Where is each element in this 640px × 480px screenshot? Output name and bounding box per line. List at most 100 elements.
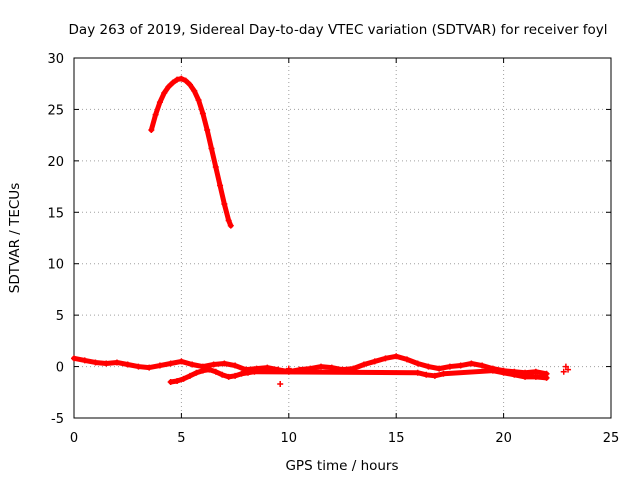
data-point (511, 371, 518, 378)
data-point (500, 369, 507, 376)
data-point (479, 362, 486, 369)
data-point (81, 357, 88, 364)
data-point (178, 75, 185, 82)
series-arc-high (148, 75, 234, 229)
data-point (146, 364, 153, 371)
data-point (562, 363, 569, 370)
data-point (217, 182, 224, 189)
data-point (423, 371, 430, 378)
y-tick-label: 0 (56, 361, 64, 376)
y-tick-label: -5 (51, 412, 64, 427)
series-line (148, 76, 234, 229)
data-point (208, 145, 215, 152)
x-tick-label: 5 (177, 431, 185, 446)
data-point (103, 360, 110, 367)
x-tick-label: 15 (388, 431, 405, 446)
data-point (382, 355, 389, 362)
data-point (92, 359, 99, 366)
data-point (227, 222, 234, 229)
x-tick-label: 10 (281, 431, 298, 446)
data-point (446, 363, 453, 370)
data-point (189, 361, 196, 368)
data-point (436, 365, 443, 372)
y-tick-label: 10 (47, 258, 64, 273)
data-point (225, 373, 232, 380)
data-series (71, 75, 572, 388)
data-point (212, 164, 219, 171)
data-point (371, 358, 378, 365)
data-point (244, 369, 251, 376)
data-point (210, 361, 217, 368)
data-point (543, 374, 550, 381)
x-tick-label: 20 (495, 431, 512, 446)
data-point (232, 372, 239, 379)
data-point (219, 371, 226, 378)
x-tick-label: 25 (603, 431, 620, 446)
data-point (167, 379, 174, 385)
data-point (457, 362, 464, 369)
data-point (156, 362, 163, 369)
grid (74, 58, 611, 418)
data-point (468, 360, 475, 367)
chart-title: Day 263 of 2019, Sidereal Day-to-day VTE… (69, 22, 608, 38)
data-point (403, 356, 410, 363)
data-point (199, 367, 206, 374)
data-point (204, 127, 211, 133)
data-point (360, 361, 367, 368)
data-point (440, 370, 447, 377)
data-point (195, 97, 202, 104)
y-tick-label: 25 (47, 103, 64, 118)
y-tick-label: 30 (47, 52, 64, 67)
data-point (277, 381, 284, 388)
data-point (425, 363, 432, 370)
data-point (560, 368, 567, 375)
data-point (178, 358, 185, 365)
data-point (182, 77, 189, 84)
y-axis: -5 0 5 10 15 20 25 30 (47, 52, 611, 427)
data-point (167, 360, 174, 367)
data-point (113, 359, 120, 366)
y-tick-label: 5 (56, 309, 64, 324)
data-point (522, 373, 529, 380)
data-point (174, 377, 181, 384)
series-line (168, 367, 550, 385)
data-point (565, 366, 572, 373)
data-point (532, 368, 539, 375)
data-point (414, 369, 421, 376)
y-axis-label: SDTVAR / TECUs (7, 183, 23, 293)
data-point (199, 110, 206, 117)
data-point (225, 217, 232, 224)
data-point (156, 99, 163, 106)
data-point (148, 127, 155, 133)
data-point (393, 353, 400, 360)
data-point (431, 372, 438, 379)
y-tick-label: 20 (47, 155, 64, 170)
data-point (318, 363, 325, 370)
x-tick-label: 0 (70, 431, 78, 446)
data-point (285, 365, 292, 372)
data-point (152, 111, 159, 118)
data-point (191, 87, 198, 94)
data-point (180, 375, 187, 382)
data-point (328, 364, 335, 371)
plot-frame (73, 57, 612, 419)
data-point (414, 360, 421, 367)
data-point (161, 89, 168, 96)
x-axis: 0 5 10 15 20 25 (70, 58, 619, 446)
data-point (238, 370, 245, 377)
data-point (71, 355, 77, 362)
series-lower-track (167, 366, 550, 385)
series-isolated (277, 363, 572, 388)
data-point (532, 373, 539, 380)
data-point (165, 83, 172, 90)
data-point (186, 372, 193, 379)
data-point (174, 76, 181, 83)
data-point (135, 363, 142, 370)
x-axis-label: GPS time / hours (285, 458, 398, 474)
data-point (251, 368, 258, 375)
data-point (489, 367, 496, 374)
data-point (186, 81, 193, 88)
y-tick-label: 15 (47, 206, 64, 221)
data-point (232, 362, 239, 369)
